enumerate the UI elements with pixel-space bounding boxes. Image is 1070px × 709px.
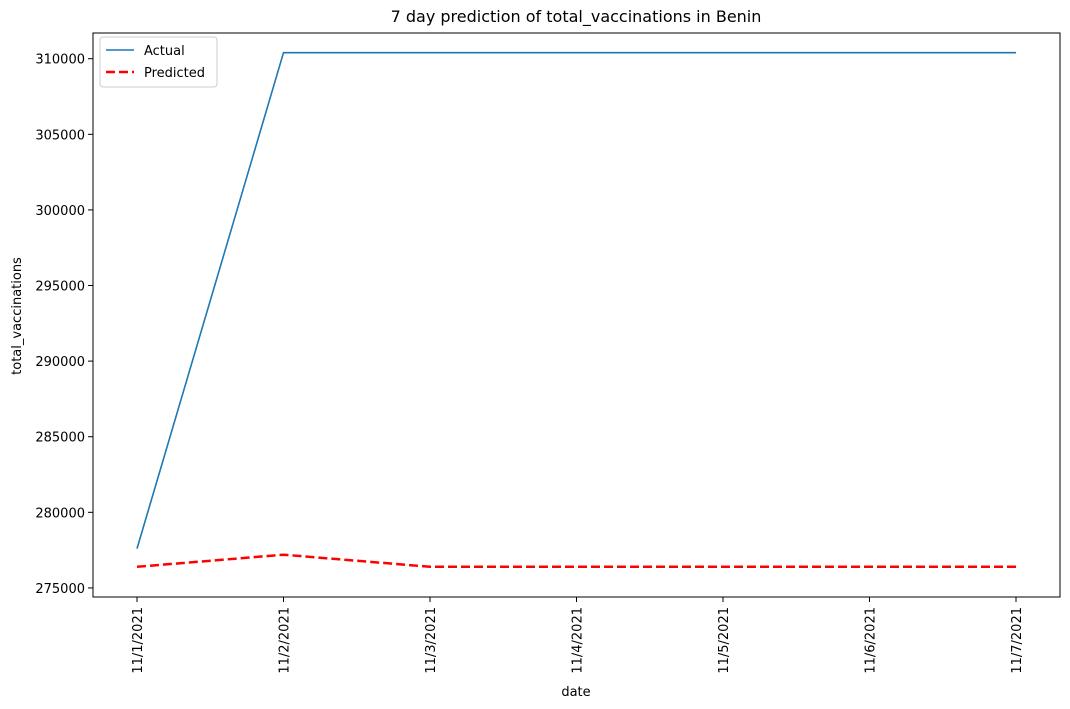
series-layer: [136, 51, 1016, 569]
y-tick-label: 305000: [35, 128, 85, 143]
chart-title: 7 day prediction of total_vaccinations i…: [391, 7, 762, 27]
y-tick-label: 290000: [35, 355, 85, 370]
x-tick-label: 11/1/2021: [131, 607, 146, 674]
legend-label-actual: Actual: [144, 44, 185, 59]
x-tick-label: 11/6/2021: [864, 607, 879, 674]
y-tick-label: 280000: [35, 506, 85, 521]
x-tick-label: 11/2/2021: [278, 607, 293, 674]
series-line-predicted: [136, 553, 1016, 569]
x-axis: 11/1/2021 11/2/2021 11/3/2021 11/4/2021 11/5…: [131, 597, 1025, 674]
y-tick-label: 300000: [35, 204, 85, 219]
plot-border: [92, 32, 1061, 598]
plot-area: [92, 32, 1061, 598]
x-tick-label: 11/3/2021: [424, 607, 439, 674]
x-tick-label: 11/4/2021: [571, 607, 586, 674]
y-tick-label: 285000: [35, 431, 85, 446]
y-tick-label: 275000: [35, 582, 85, 597]
series-line-actual: [136, 51, 1016, 549]
x-axis-title: date: [561, 685, 590, 700]
legend-label-predicted: Predicted: [144, 66, 205, 81]
y-tick-label: 310000: [35, 53, 85, 68]
x-tick-label: 11/7/2021: [1010, 607, 1025, 674]
x-tick-label: 11/5/2021: [717, 607, 732, 674]
y-axis-title: total_vaccinations: [10, 257, 25, 375]
y-axis: 275000 280000 285000 290000 295000 300000 3050…: [35, 53, 93, 597]
legend: Actual Predicted: [99, 36, 218, 88]
y-tick-label: 295000: [35, 280, 85, 295]
